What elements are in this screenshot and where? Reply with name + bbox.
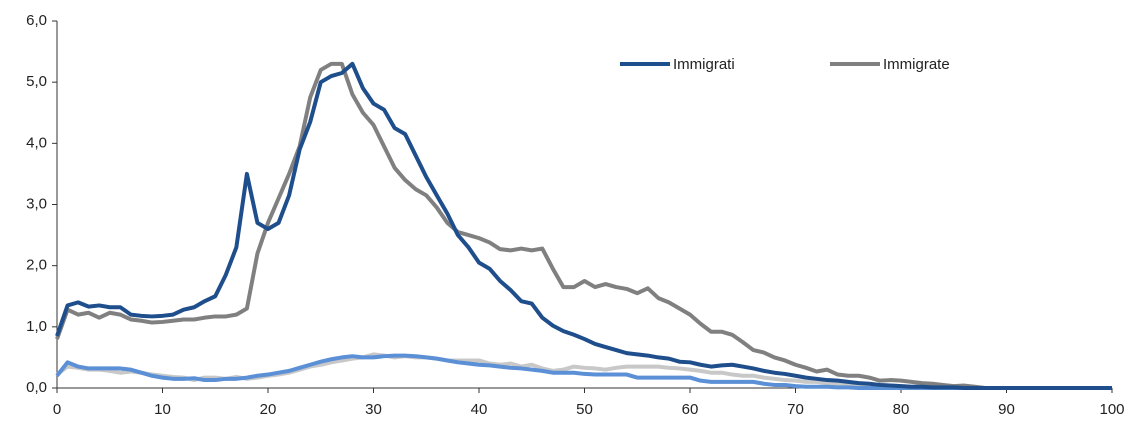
x-tick-label: 60 [682, 401, 699, 418]
series-line [55, 352, 1112, 390]
x-tick-label: 10 [154, 401, 171, 418]
x-tick-label: 100 [1099, 401, 1124, 418]
y-tick-label: 5,0 [26, 73, 47, 90]
y-tick-label: 2,0 [26, 257, 47, 274]
y-tick-label: 0,0 [26, 379, 47, 396]
y-tick-label: 3,0 [26, 195, 47, 212]
x-tick-label: 70 [787, 401, 804, 418]
series-line [55, 61, 1112, 390]
y-tick-label: 4,0 [26, 134, 47, 151]
x-tick-label: 20 [260, 401, 277, 418]
x-tick-label: 90 [998, 401, 1015, 418]
x-tick-label: 40 [471, 401, 488, 418]
x-tick-label: 50 [576, 401, 593, 418]
series-line [55, 353, 1112, 390]
x-tick-label: 0 [53, 401, 61, 418]
x-tick-label: 30 [365, 401, 382, 418]
legend-label: Immigrate [883, 56, 950, 73]
legend-label: Immigrati [673, 56, 735, 73]
y-tick-label: 1,0 [26, 318, 47, 335]
series-line [55, 61, 1112, 390]
y-tick-label: 6,0 [26, 12, 47, 29]
x-tick-label: 80 [893, 401, 910, 418]
